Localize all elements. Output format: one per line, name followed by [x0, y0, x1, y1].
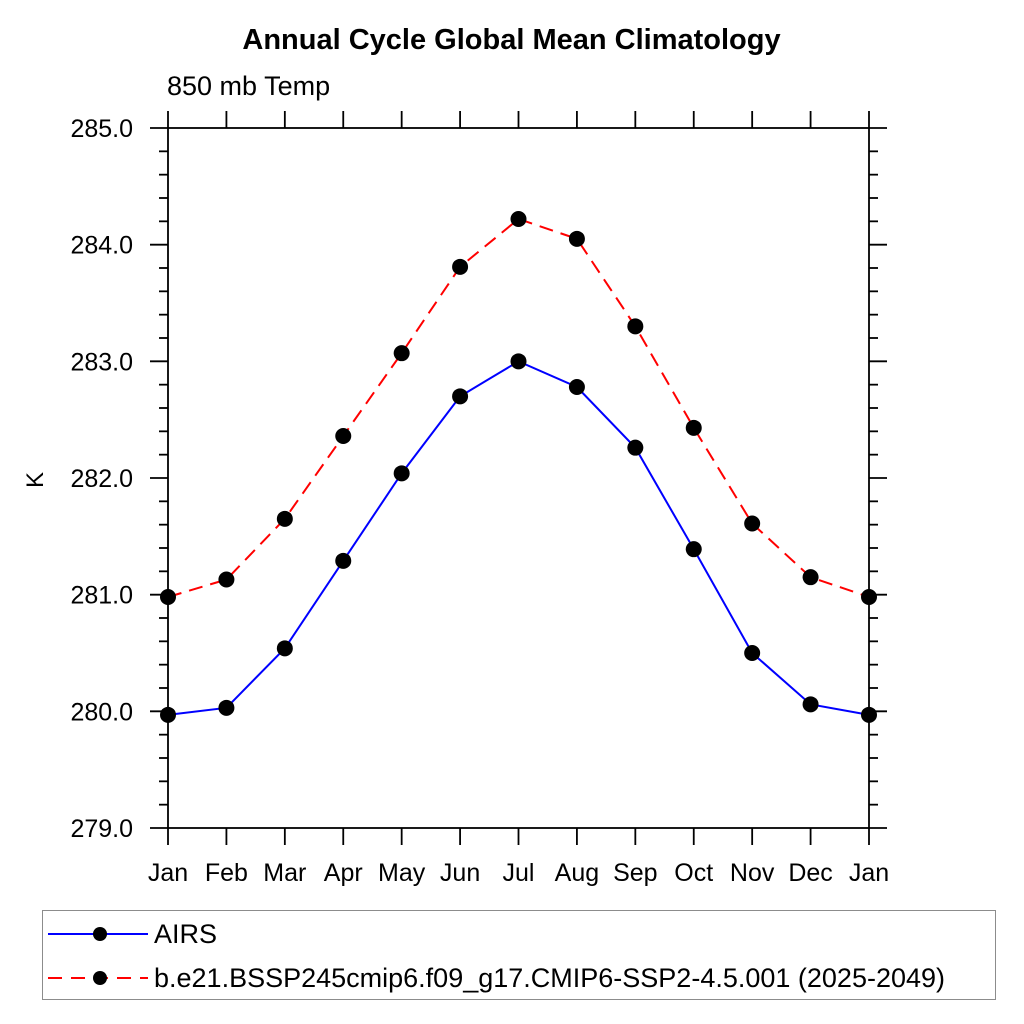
data-point-marker	[744, 645, 761, 661]
data-point-marker	[744, 515, 761, 532]
legend-marker-icon	[93, 927, 107, 941]
data-point-marker	[276, 640, 293, 657]
legend-marker-icon	[93, 971, 107, 985]
x-tick-label: Aug	[555, 859, 599, 887]
data-point-marker	[685, 419, 702, 436]
data-point-marker	[160, 706, 176, 723]
data-point-marker	[861, 706, 877, 723]
data-point-marker	[160, 589, 176, 605]
x-tick-label: Dec	[788, 859, 832, 887]
x-tick-label: Nov	[730, 859, 775, 887]
legend-line-sample	[48, 927, 148, 941]
legend-line-sample	[48, 971, 148, 985]
series-line-0	[167, 360, 870, 716]
data-point-marker	[627, 318, 644, 335]
legend-label: AIRS	[154, 918, 218, 949]
x-tick-label: Jun	[440, 859, 480, 887]
legend-row: b.e21.BSSP245cmip6.f09_g17.CMIP6-SSP2-4.…	[43, 956, 995, 1000]
legend-label: b.e21.BSSP245cmip6.f09_g17.CMIP6-SSP2-4.…	[154, 962, 946, 993]
x-tick-label: May	[378, 859, 426, 887]
legend-row: AIRS	[43, 912, 995, 956]
data-point-marker	[568, 230, 585, 247]
x-tick-label: Mar	[263, 859, 306, 887]
series-line-1	[167, 217, 870, 598]
x-tick-label: Sep	[613, 859, 657, 887]
x-tick-label: Jan	[148, 859, 188, 887]
data-point-marker	[276, 510, 293, 527]
y-tick-label: 280.0	[70, 698, 133, 726]
x-tick-label: Jan	[849, 859, 889, 887]
data-point-marker	[452, 388, 469, 405]
x-tick-label: Oct	[674, 859, 713, 887]
data-point-marker	[218, 699, 235, 716]
legend-box: AIRS b.e21.BSSP245cmip6.f09_g17.CMIP6-SSP…	[42, 910, 996, 1000]
data-point-marker	[861, 589, 877, 605]
y-tick-label: 282.0	[70, 465, 133, 493]
x-tick-label: Apr	[324, 859, 363, 887]
y-tick-label: 283.0	[70, 348, 133, 376]
x-tick-label: Feb	[205, 859, 248, 887]
data-point-marker	[510, 353, 527, 370]
data-point-marker	[335, 428, 352, 444]
data-point-marker	[393, 345, 410, 362]
data-point-marker	[218, 571, 235, 588]
y-tick-label: 281.0	[70, 582, 133, 610]
data-point-marker	[335, 552, 352, 569]
data-point-marker	[393, 465, 410, 482]
y-tick-label: 279.0	[70, 815, 133, 843]
data-point-marker	[627, 439, 644, 456]
x-tick-label: Jul	[503, 859, 535, 887]
chart-title: Annual Cycle Global Mean Climatology	[242, 24, 781, 56]
data-point-marker	[802, 696, 819, 713]
chart-subtitle: 850 mb Temp	[167, 71, 331, 101]
plot-frame	[167, 127, 870, 829]
data-point-marker	[452, 258, 469, 275]
y-tick-label: 284.0	[70, 232, 133, 260]
y-tick-label: 285.0	[70, 115, 133, 143]
data-point-marker	[510, 211, 527, 227]
data-point-marker	[685, 541, 702, 558]
data-point-marker	[568, 379, 585, 395]
data-point-marker	[802, 569, 819, 586]
